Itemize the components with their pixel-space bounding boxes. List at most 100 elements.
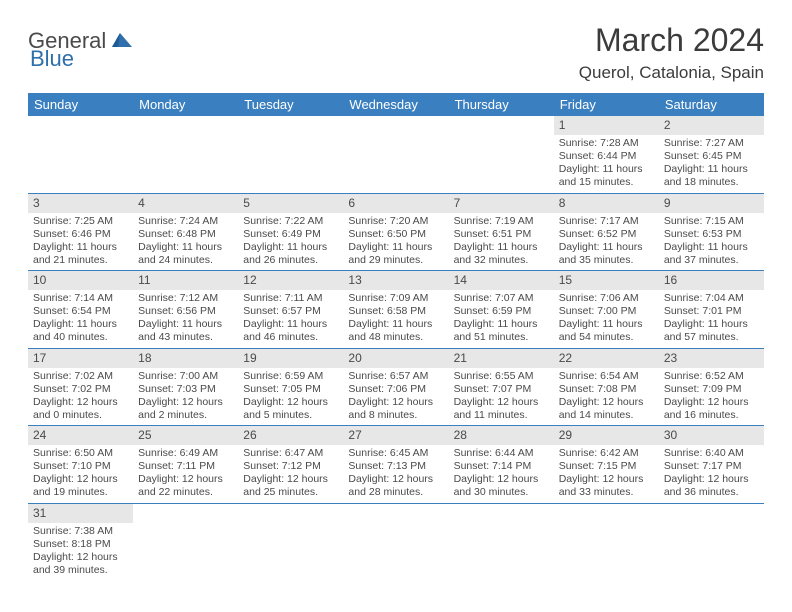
sunset-text: Sunset: 7:10 PM [33,460,128,473]
calendar-row: 24Sunrise: 6:50 AMSunset: 7:10 PMDayligh… [28,426,764,504]
sunset-text: Sunset: 7:11 PM [138,460,233,473]
sunrise-text: Sunrise: 7:22 AM [243,215,338,228]
day-cell: 29Sunrise: 6:42 AMSunset: 7:15 PMDayligh… [554,426,659,504]
sunrise-text: Sunrise: 6:59 AM [243,370,338,383]
weekday-header: Saturday [659,93,764,116]
day-body: Sunrise: 7:00 AMSunset: 7:03 PMDaylight:… [133,368,238,426]
sunrise-text: Sunrise: 7:17 AM [559,215,654,228]
sunset-text: Sunset: 6:45 PM [664,150,759,163]
sunrise-text: Sunrise: 6:52 AM [664,370,759,383]
sunrise-text: Sunrise: 6:49 AM [138,447,233,460]
day-body: Sunrise: 6:42 AMSunset: 7:15 PMDaylight:… [554,445,659,503]
sunset-text: Sunset: 6:59 PM [454,305,549,318]
day-number: 10 [28,271,133,290]
sunset-text: Sunset: 6:57 PM [243,305,338,318]
daylight-text: Daylight: 12 hours and 19 minutes. [33,473,128,499]
day-cell: 9Sunrise: 7:15 AMSunset: 6:53 PMDaylight… [659,193,764,271]
day-cell: 12Sunrise: 7:11 AMSunset: 6:57 PMDayligh… [238,271,343,349]
month-title: March 2024 [579,22,764,59]
day-body: Sunrise: 6:40 AMSunset: 7:17 PMDaylight:… [659,445,764,503]
sunset-text: Sunset: 6:51 PM [454,228,549,241]
day-cell: 23Sunrise: 6:52 AMSunset: 7:09 PMDayligh… [659,348,764,426]
daylight-text: Daylight: 12 hours and 8 minutes. [348,396,443,422]
day-number: 12 [238,271,343,290]
day-number: 25 [133,426,238,445]
sunset-text: Sunset: 8:18 PM [33,538,128,551]
day-body: Sunrise: 7:11 AMSunset: 6:57 PMDaylight:… [238,290,343,348]
daylight-text: Daylight: 11 hours and 40 minutes. [33,318,128,344]
weekday-header: Thursday [449,93,554,116]
sunrise-text: Sunrise: 7:11 AM [243,292,338,305]
daylight-text: Daylight: 12 hours and 36 minutes. [664,473,759,499]
day-number: 24 [28,426,133,445]
empty-cell [659,503,764,580]
sunset-text: Sunset: 6:52 PM [559,228,654,241]
sunset-text: Sunset: 7:06 PM [348,383,443,396]
sunset-text: Sunset: 7:02 PM [33,383,128,396]
sunset-text: Sunset: 7:17 PM [664,460,759,473]
daylight-text: Daylight: 11 hours and 26 minutes. [243,241,338,267]
sunrise-text: Sunrise: 6:40 AM [664,447,759,460]
day-number: 30 [659,426,764,445]
day-body: Sunrise: 6:44 AMSunset: 7:14 PMDaylight:… [449,445,554,503]
day-cell: 4Sunrise: 7:24 AMSunset: 6:48 PMDaylight… [133,193,238,271]
day-number: 22 [554,349,659,368]
day-body: Sunrise: 7:20 AMSunset: 6:50 PMDaylight:… [343,213,448,271]
day-number: 21 [449,349,554,368]
day-cell: 7Sunrise: 7:19 AMSunset: 6:51 PMDaylight… [449,193,554,271]
empty-cell [343,116,448,193]
day-cell: 30Sunrise: 6:40 AMSunset: 7:17 PMDayligh… [659,426,764,504]
day-body: Sunrise: 7:14 AMSunset: 6:54 PMDaylight:… [28,290,133,348]
sunset-text: Sunset: 7:01 PM [664,305,759,318]
sunrise-text: Sunrise: 7:27 AM [664,137,759,150]
sunrise-text: Sunrise: 7:07 AM [454,292,549,305]
sunrise-text: Sunrise: 6:55 AM [454,370,549,383]
day-body: Sunrise: 6:50 AMSunset: 7:10 PMDaylight:… [28,445,133,503]
day-body: Sunrise: 7:09 AMSunset: 6:58 PMDaylight:… [343,290,448,348]
daylight-text: Daylight: 12 hours and 14 minutes. [559,396,654,422]
daylight-text: Daylight: 11 hours and 51 minutes. [454,318,549,344]
day-cell: 13Sunrise: 7:09 AMSunset: 6:58 PMDayligh… [343,271,448,349]
day-number: 27 [343,426,448,445]
day-body: Sunrise: 7:06 AMSunset: 7:00 PMDaylight:… [554,290,659,348]
sunset-text: Sunset: 6:49 PM [243,228,338,241]
calendar-row: 3Sunrise: 7:25 AMSunset: 6:46 PMDaylight… [28,193,764,271]
sunrise-text: Sunrise: 6:45 AM [348,447,443,460]
day-cell: 24Sunrise: 6:50 AMSunset: 7:10 PMDayligh… [28,426,133,504]
sunset-text: Sunset: 6:58 PM [348,305,443,318]
daylight-text: Daylight: 11 hours and 43 minutes. [138,318,233,344]
sunrise-text: Sunrise: 6:47 AM [243,447,338,460]
sunset-text: Sunset: 7:08 PM [559,383,654,396]
calendar-row: 31Sunrise: 7:38 AMSunset: 8:18 PMDayligh… [28,503,764,580]
day-body: Sunrise: 7:38 AMSunset: 8:18 PMDaylight:… [28,523,133,581]
day-number: 9 [659,194,764,213]
daylight-text: Daylight: 12 hours and 30 minutes. [454,473,549,499]
location: Querol, Catalonia, Spain [579,63,764,83]
daylight-text: Daylight: 11 hours and 29 minutes. [348,241,443,267]
day-body: Sunrise: 6:54 AMSunset: 7:08 PMDaylight:… [554,368,659,426]
day-body: Sunrise: 7:27 AMSunset: 6:45 PMDaylight:… [659,135,764,193]
sunrise-text: Sunrise: 7:12 AM [138,292,233,305]
sunrise-text: Sunrise: 6:54 AM [559,370,654,383]
sunrise-text: Sunrise: 7:06 AM [559,292,654,305]
day-number: 28 [449,426,554,445]
day-cell: 11Sunrise: 7:12 AMSunset: 6:56 PMDayligh… [133,271,238,349]
daylight-text: Daylight: 12 hours and 28 minutes. [348,473,443,499]
day-cell: 5Sunrise: 7:22 AMSunset: 6:49 PMDaylight… [238,193,343,271]
sunset-text: Sunset: 6:48 PM [138,228,233,241]
day-cell: 10Sunrise: 7:14 AMSunset: 6:54 PMDayligh… [28,271,133,349]
daylight-text: Daylight: 11 hours and 57 minutes. [664,318,759,344]
day-cell: 14Sunrise: 7:07 AMSunset: 6:59 PMDayligh… [449,271,554,349]
calendar-row: 17Sunrise: 7:02 AMSunset: 7:02 PMDayligh… [28,348,764,426]
calendar-table: SundayMondayTuesdayWednesdayThursdayFrid… [28,93,764,580]
day-body: Sunrise: 7:15 AMSunset: 6:53 PMDaylight:… [659,213,764,271]
sunrise-text: Sunrise: 6:57 AM [348,370,443,383]
weekday-header: Sunday [28,93,133,116]
sunrise-text: Sunrise: 6:42 AM [559,447,654,460]
sunrise-text: Sunrise: 7:25 AM [33,215,128,228]
day-body: Sunrise: 7:04 AMSunset: 7:01 PMDaylight:… [659,290,764,348]
daylight-text: Daylight: 12 hours and 33 minutes. [559,473,654,499]
sunset-text: Sunset: 6:50 PM [348,228,443,241]
day-cell: 26Sunrise: 6:47 AMSunset: 7:12 PMDayligh… [238,426,343,504]
day-number: 11 [133,271,238,290]
